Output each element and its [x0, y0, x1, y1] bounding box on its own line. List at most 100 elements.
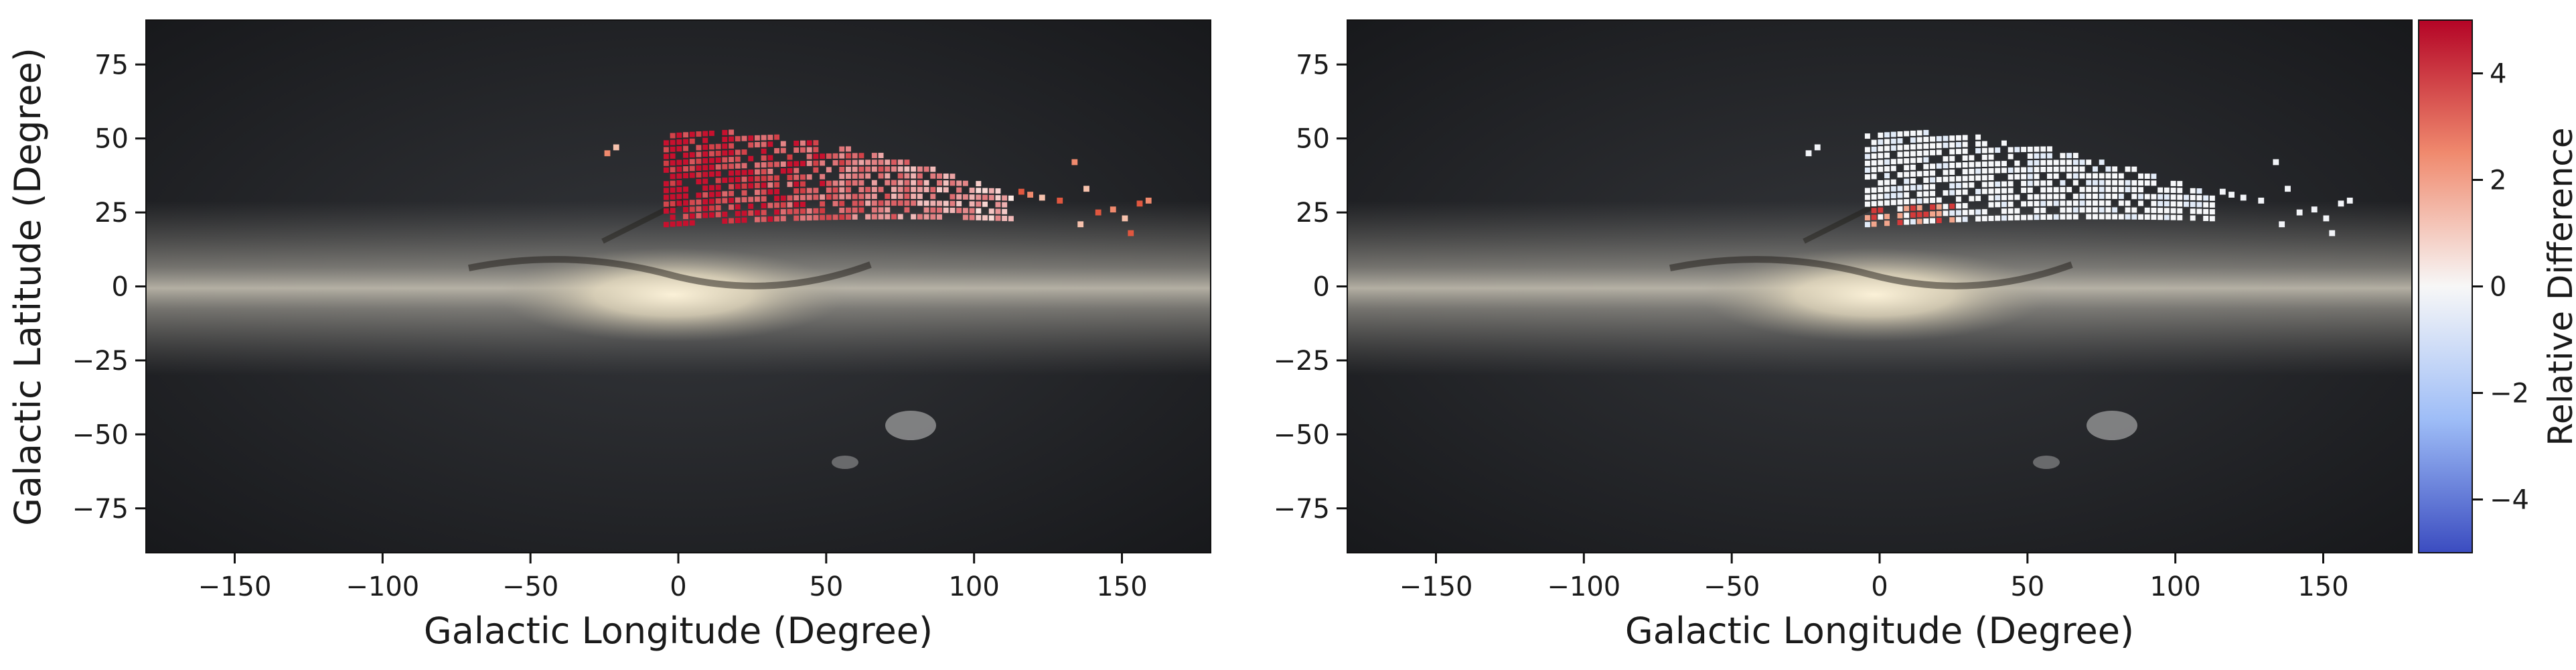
data-tile — [2240, 194, 2247, 201]
data-tile — [663, 153, 669, 159]
data-tile — [1904, 131, 1910, 137]
data-tile — [800, 208, 806, 214]
data-tile — [702, 199, 708, 205]
data-tile — [1962, 182, 1968, 188]
data-tile — [923, 214, 929, 220]
data-tile — [774, 216, 780, 222]
data-tile — [793, 147, 800, 153]
data-tile — [885, 159, 891, 165]
data-tile — [2112, 166, 2118, 172]
data-tile — [683, 214, 689, 220]
data-tile — [735, 204, 741, 210]
data-tile — [2066, 207, 2072, 213]
data-tile — [904, 173, 910, 179]
x-tick-label-right: −150 — [1399, 572, 1473, 602]
data-tile — [670, 139, 676, 145]
data-tile — [2060, 159, 2066, 165]
data-tile — [806, 194, 812, 200]
data-tile — [696, 131, 702, 137]
data-tile — [2209, 195, 2215, 201]
data-tile — [689, 172, 695, 178]
data-tile — [2027, 153, 2033, 159]
data-tile — [683, 152, 689, 158]
data-tile — [793, 140, 800, 146]
data-tile — [852, 180, 858, 186]
data-tile — [2086, 207, 2092, 213]
y-tick-label-left: 75 — [94, 50, 129, 80]
data-tile — [741, 163, 747, 169]
data-tile — [1904, 165, 1910, 171]
data-tile — [1936, 136, 1942, 142]
data-tile — [943, 187, 949, 193]
data-tile — [1962, 155, 1968, 161]
data-tile — [813, 208, 819, 214]
data-tile — [1962, 203, 1968, 208]
data-tile — [683, 173, 689, 179]
data-tile — [826, 187, 832, 193]
data-tile — [832, 214, 838, 220]
data-tile — [2007, 201, 2014, 207]
data-tile — [2021, 174, 2027, 180]
data-tile — [1910, 171, 1916, 177]
data-tile — [761, 176, 767, 182]
data-tile — [917, 200, 923, 206]
data-tile — [865, 186, 871, 192]
data-tile — [696, 192, 702, 198]
data-tile — [1884, 193, 1890, 199]
data-tile — [715, 178, 721, 184]
data-tile — [1923, 157, 1929, 163]
data-tile — [1916, 143, 1922, 149]
data-tile — [2053, 200, 2059, 206]
data-tile — [780, 161, 786, 167]
data-tile — [2099, 186, 2105, 192]
data-tile — [2157, 214, 2164, 220]
data-tile — [1864, 147, 1870, 153]
data-tile — [774, 196, 780, 202]
data-tile — [806, 160, 812, 166]
data-tile — [1910, 151, 1916, 157]
data-tile — [852, 214, 858, 220]
data-tile — [813, 167, 819, 173]
data-tile — [1969, 209, 1975, 215]
data-tile — [917, 214, 923, 220]
data-tile — [2046, 187, 2052, 193]
data-tile — [715, 205, 721, 211]
data-tile — [1930, 190, 1936, 196]
data-tile — [2046, 180, 2052, 186]
data-tile — [858, 159, 864, 165]
data-tile — [722, 163, 728, 170]
data-tile — [2144, 214, 2150, 220]
data-tile — [715, 157, 721, 163]
data-tile — [2138, 180, 2143, 186]
data-tile — [1916, 212, 1922, 218]
data-tile — [832, 153, 838, 159]
data-tile — [670, 187, 676, 193]
data-tile — [1083, 186, 1089, 192]
data-tile — [871, 153, 877, 159]
data-tile — [670, 221, 676, 227]
data-tile — [2007, 168, 2014, 173]
data-tile — [858, 180, 864, 186]
data-tile — [2144, 174, 2150, 179]
data-tile — [702, 158, 708, 164]
data-tile — [2053, 173, 2059, 179]
data-tile — [1122, 215, 1128, 222]
data-tile — [708, 130, 714, 136]
data-tile — [663, 201, 669, 207]
data-tile — [2203, 208, 2209, 214]
data-tile — [930, 200, 936, 206]
data-tile — [1962, 148, 1968, 154]
data-tile — [1890, 165, 1896, 172]
data-tile — [1904, 172, 1910, 178]
data-tile — [2001, 208, 2007, 214]
data-tile — [956, 180, 962, 186]
data-tile — [858, 194, 864, 200]
data-tile — [878, 159, 884, 165]
data-tile — [2125, 207, 2131, 213]
data-tile — [858, 153, 864, 159]
y-tick-label-right: 0 — [1313, 272, 1330, 303]
data-tile — [806, 153, 812, 159]
data-tile — [800, 181, 806, 187]
data-tile — [1995, 168, 2001, 174]
